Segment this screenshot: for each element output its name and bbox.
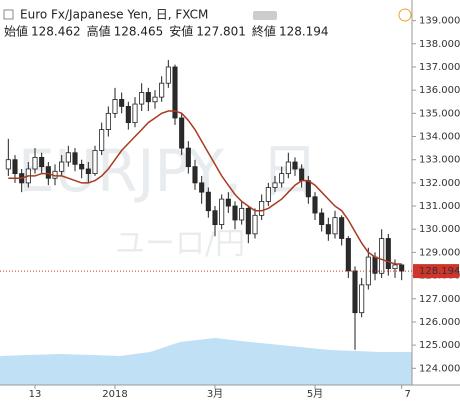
- candle-body: [205, 191, 211, 212]
- candle-body: [232, 205, 238, 221]
- ohlc-label: 始値: [4, 24, 28, 39]
- candle-body: [339, 217, 345, 239]
- candle-body: [352, 270, 358, 314]
- candle-body: [92, 150, 98, 175]
- candle-body: [119, 99, 125, 107]
- candle-body: [5, 159, 11, 170]
- collapse-icon[interactable]: [3, 9, 14, 20]
- candle-body: [312, 196, 318, 214]
- candle-body: [65, 152, 71, 163]
- chart-title: Euro Fx/Japanese Yen, 日, FXCM: [20, 8, 208, 22]
- x-tick-label: 7: [404, 389, 410, 400]
- candle-body: [39, 156, 45, 168]
- candle-body: [32, 156, 38, 170]
- visibility-icons[interactable]: [253, 11, 277, 20]
- candle-body: [179, 117, 185, 149]
- candle-body: [359, 284, 365, 314]
- candle-body: [125, 105, 131, 124]
- candle-body: [212, 210, 218, 226]
- last-price-label: 128.194: [419, 266, 460, 277]
- y-tick-label: 136.000: [419, 85, 460, 96]
- y-tick-label: 137.000: [419, 62, 460, 73]
- plot-area: [5, 60, 405, 350]
- candle-body: [259, 201, 265, 216]
- volume-area: [0, 338, 412, 385]
- candle-body: [105, 112, 111, 130]
- candle-body: [139, 92, 145, 105]
- ohlc-value: 128.465: [114, 25, 164, 39]
- candle-body: [85, 168, 91, 175]
- y-tick-label: 125.000: [419, 340, 460, 351]
- candle-body: [399, 264, 405, 272]
- y-tick-label: 135.000: [419, 108, 460, 119]
- candle-body: [159, 82, 165, 98]
- x-tick-label: 3月: [207, 388, 223, 400]
- candle-body: [279, 173, 285, 184]
- candle-body: [165, 66, 171, 84]
- candle-body: [272, 182, 278, 188]
- candle-body: [245, 207, 251, 235]
- ohlc-value: 128.194: [279, 25, 329, 39]
- candle-body: [185, 147, 191, 168]
- ohlc-label: 終値: [252, 24, 276, 39]
- candle-body: [112, 99, 118, 114]
- y-tick-label: 133.000: [419, 155, 460, 166]
- last-price-box: [413, 264, 459, 279]
- y-tick-label: 127.000: [419, 294, 460, 305]
- candle-body: [392, 264, 398, 270]
- candle-body: [325, 224, 331, 235]
- candle-body: [385, 238, 391, 270]
- candle-body: [265, 187, 271, 202]
- y-tick-label: 138.000: [419, 39, 460, 50]
- candle-body: [132, 103, 138, 124]
- y-tick-label: 130.000: [419, 224, 460, 235]
- y-tick-label: 139.000: [419, 16, 460, 27]
- candle-body: [12, 159, 18, 175]
- alert-icon[interactable]: [398, 8, 412, 22]
- y-tick-label: 132.000: [419, 178, 460, 189]
- candle-body: [45, 166, 51, 179]
- moving-average: [8, 110, 402, 265]
- ohlc-legend: 始値 128.462 高値 128.465 安値 127.801 終値 128.194: [4, 24, 329, 39]
- candle-body: [239, 207, 245, 221]
- y-tick-label: 131.000: [419, 201, 460, 212]
- y-tick-label: 126.000: [419, 317, 460, 328]
- y-tick-label: 124.000: [419, 363, 460, 374]
- candle-body: [225, 198, 231, 207]
- candle-body: [79, 163, 85, 170]
- y-tick-label: 129.000: [419, 247, 460, 258]
- candle-body: [332, 217, 338, 235]
- candle-body: [219, 198, 225, 226]
- candle-body: [152, 96, 158, 103]
- candle-body: [252, 214, 258, 235]
- x-tick-label: 5月: [307, 388, 323, 400]
- candle-body: [145, 92, 151, 103]
- ohlc-value: 128.462: [31, 25, 81, 39]
- ohlc-value: 127.801: [196, 25, 246, 39]
- x-tick-label: 2018: [102, 389, 127, 400]
- candle-body: [192, 166, 198, 184]
- candle-body: [199, 182, 205, 193]
- candle-body: [292, 161, 298, 170]
- watermark-sub: ユーロ/円: [115, 227, 245, 262]
- candle-body: [299, 168, 305, 181]
- x-tick-label: 13: [29, 389, 42, 400]
- candle-body: [72, 152, 78, 165]
- candle-body: [379, 238, 385, 274]
- candle-body: [305, 180, 311, 198]
- candle-body: [172, 66, 178, 119]
- candle-body: [59, 161, 65, 172]
- candle-body: [345, 238, 351, 272]
- y-tick-label: 134.000: [419, 132, 460, 143]
- candle-body: [285, 161, 291, 175]
- candle-body: [319, 212, 325, 226]
- ohlc-label: 安値: [169, 24, 193, 39]
- ohlc-label: 高値: [87, 24, 111, 39]
- candle-body: [99, 129, 105, 151]
